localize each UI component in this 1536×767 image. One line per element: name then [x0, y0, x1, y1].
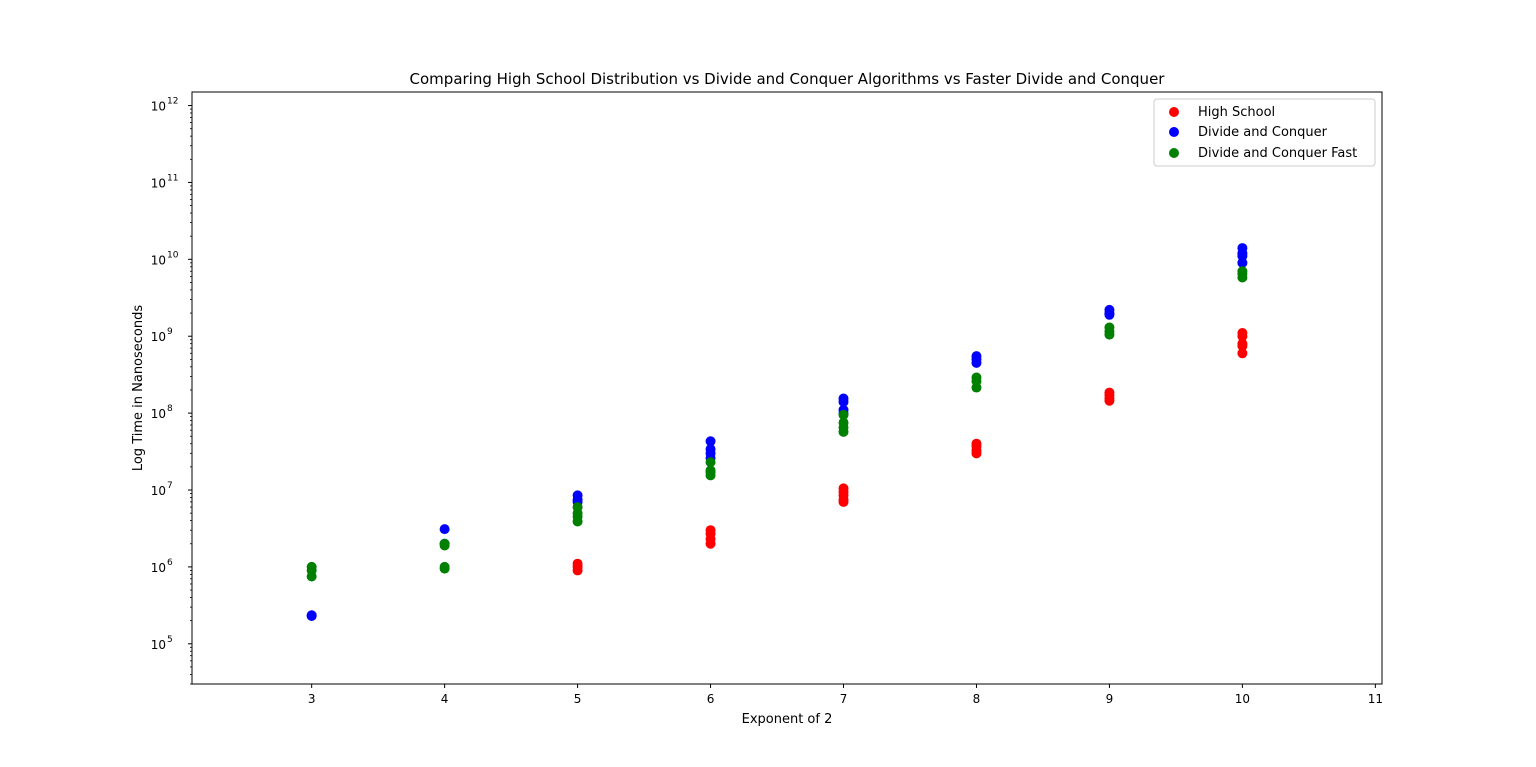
y-tick-label: 10 — [151, 330, 166, 344]
point-divide-and-conquer-fast — [838, 426, 849, 437]
legend-marker-high-school — [1169, 107, 1179, 117]
point-high-school — [1237, 340, 1248, 351]
point-high-school — [1104, 395, 1115, 406]
y-tick-exponent: 11 — [167, 173, 178, 183]
point-divide-and-conquer — [838, 396, 849, 407]
y-tick-exponent: 8 — [167, 404, 173, 414]
x-axis-label: Exponent of 2 — [742, 712, 833, 727]
legend-frame — [1153, 98, 1376, 167]
y-tick-label: 10 — [151, 407, 166, 421]
legend: High School Divide and Conquer Divide an… — [1153, 98, 1376, 167]
point-divide-and-conquer-fast — [1237, 272, 1248, 283]
y-axis-label: Log Time in Nanoseconds — [131, 305, 146, 472]
legend-marker-divide-and-conquer — [1169, 127, 1179, 137]
point-divide-and-conquer-fast — [439, 563, 450, 574]
y-tick-exponent: 9 — [167, 327, 173, 337]
chart-title: Comparing High School Distribution vs Di… — [410, 70, 1166, 88]
x-axis: 3 4 5 6 7 8 9 10 11 — [308, 684, 1383, 706]
legend-marker-divide-and-conquer-fast — [1169, 148, 1179, 158]
point-divide-and-conquer — [971, 357, 982, 368]
y-tick-label: 10 — [151, 100, 166, 114]
point-divide-and-conquer-fast — [971, 382, 982, 393]
legend-label-divide-and-conquer-fast: Divide and Conquer Fast — [1198, 146, 1357, 161]
point-divide-and-conquer-fast — [705, 470, 716, 481]
point-divide-and-conquer — [1237, 257, 1248, 268]
y-tick-label: 10 — [151, 176, 166, 190]
point-high-school — [838, 496, 849, 507]
x-tick-label: 10 — [1235, 692, 1250, 706]
point-divide-and-conquer — [439, 524, 450, 535]
y-tick-label: 10 — [151, 638, 166, 652]
x-tick-label: 8 — [973, 692, 981, 706]
point-high-school — [705, 538, 716, 549]
x-tick-label: 5 — [574, 692, 582, 706]
point-high-school — [1237, 348, 1248, 359]
x-tick-label: 4 — [441, 692, 449, 706]
y-tick-exponent: 7 — [167, 481, 173, 491]
x-tick-label: 6 — [707, 692, 715, 706]
x-tick-label: 9 — [1106, 692, 1114, 706]
y-tick-exponent: 12 — [167, 97, 178, 107]
point-divide-and-conquer-fast — [439, 540, 450, 551]
x-tick-label: 7 — [840, 692, 848, 706]
y-tick-exponent: 6 — [167, 558, 173, 568]
plot-area — [306, 243, 1248, 621]
legend-label-high-school: High School — [1198, 105, 1275, 120]
x-tick-label: 11 — [1368, 692, 1383, 706]
point-divide-and-conquer-fast — [572, 516, 583, 527]
point-divide-and-conquer-fast — [705, 457, 716, 468]
point-high-school — [572, 565, 583, 576]
y-tick-label: 10 — [151, 561, 166, 575]
point-divide-and-conquer — [1104, 309, 1115, 320]
y-tick-exponent: 10 — [167, 250, 179, 260]
x-tick-label: 3 — [308, 692, 316, 706]
point-divide-and-conquer-fast — [1104, 329, 1115, 340]
y-tick-label: 10 — [151, 253, 166, 267]
y-tick-exponent: 5 — [167, 635, 173, 645]
y-tick-label: 10 — [151, 484, 166, 498]
point-divide-and-conquer — [306, 610, 317, 621]
axes-frame — [191, 91, 1383, 685]
point-divide-and-conquer-fast — [838, 409, 849, 420]
point-high-school — [971, 448, 982, 459]
legend-label-divide-and-conquer: Divide and Conquer — [1198, 125, 1328, 140]
point-divide-and-conquer-fast — [306, 571, 317, 582]
point-divide-and-conquer — [705, 436, 716, 447]
point-high-school — [1237, 331, 1248, 342]
